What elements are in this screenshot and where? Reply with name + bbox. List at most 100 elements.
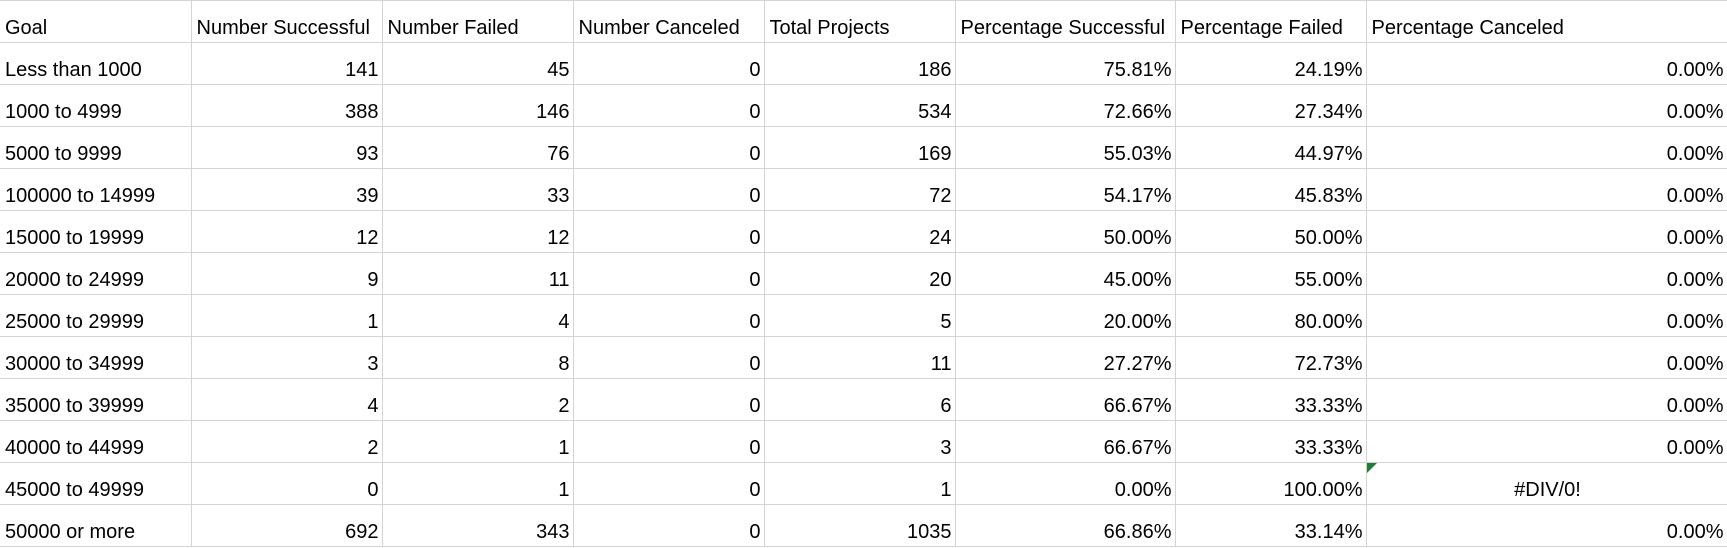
cell-number-canceled[interactable]: 0 [573, 504, 765, 547]
cell-percentage-failed[interactable]: 27.34% [1175, 84, 1367, 127]
cell-percentage-successful[interactable]: 55.03% [955, 126, 1176, 169]
cell-number-failed[interactable]: 12 [382, 210, 574, 253]
cell-number-successful[interactable]: 4 [191, 378, 383, 421]
cell-percentage-successful[interactable]: 54.17% [955, 168, 1176, 211]
cell-number-successful[interactable]: 12 [191, 210, 383, 253]
error-indicator-icon[interactable] [1366, 463, 1377, 473]
header-cell-percentage-failed[interactable]: Percentage Failed [1175, 0, 1367, 43]
cell-percentage-failed[interactable]: 80.00% [1175, 294, 1367, 337]
cell-percentage-successful[interactable]: 50.00% [955, 210, 1176, 253]
cell-total-projects[interactable]: 6 [764, 378, 956, 421]
cell-number-failed[interactable]: 1 [382, 420, 574, 463]
cell-goal[interactable]: 35000 to 39999 [0, 378, 192, 421]
cell-percentage-failed[interactable]: 100.00% [1175, 462, 1367, 505]
cell-percentage-successful[interactable]: 75.81% [955, 42, 1176, 85]
cell-number-successful[interactable]: 1 [191, 294, 383, 337]
header-cell-goal[interactable]: Goal [0, 0, 192, 43]
cell-number-canceled[interactable]: 0 [573, 294, 765, 337]
cell-number-successful[interactable]: 2 [191, 420, 383, 463]
cell-goal[interactable]: 50000 or more [0, 504, 192, 547]
cell-total-projects[interactable]: 3 [764, 420, 956, 463]
cell-total-projects[interactable]: 1035 [764, 504, 956, 547]
cell-percentage-failed[interactable]: 33.14% [1175, 504, 1367, 547]
cell-total-projects[interactable]: 11 [764, 336, 956, 379]
cell-total-projects[interactable]: 534 [764, 84, 956, 127]
cell-percentage-canceled[interactable]: 0.00% [1366, 126, 1727, 169]
cell-number-successful[interactable]: 0 [191, 462, 383, 505]
cell-percentage-canceled[interactable]: 0.00% [1366, 504, 1727, 547]
cell-goal[interactable]: 100000 to 14999 [0, 168, 192, 211]
cell-percentage-canceled[interactable]: #DIV/0! [1366, 462, 1727, 505]
cell-percentage-failed[interactable]: 45.83% [1175, 168, 1367, 211]
cell-number-failed[interactable]: 11 [382, 252, 574, 295]
cell-total-projects[interactable]: 20 [764, 252, 956, 295]
cell-total-projects[interactable]: 5 [764, 294, 956, 337]
cell-number-failed[interactable]: 45 [382, 42, 574, 85]
cell-goal[interactable]: 1000 to 4999 [0, 84, 192, 127]
cell-number-successful[interactable]: 93 [191, 126, 383, 169]
cell-total-projects[interactable]: 169 [764, 126, 956, 169]
cell-goal[interactable]: 45000 to 49999 [0, 462, 192, 505]
cell-number-canceled[interactable]: 0 [573, 84, 765, 127]
cell-goal[interactable]: 5000 to 9999 [0, 126, 192, 169]
cell-number-canceled[interactable]: 0 [573, 210, 765, 253]
cell-number-failed[interactable]: 76 [382, 126, 574, 169]
cell-percentage-failed[interactable]: 72.73% [1175, 336, 1367, 379]
cell-number-canceled[interactable]: 0 [573, 378, 765, 421]
cell-percentage-canceled[interactable]: 0.00% [1366, 210, 1727, 253]
cell-percentage-successful[interactable]: 66.67% [955, 420, 1176, 463]
cell-percentage-canceled[interactable]: 0.00% [1366, 84, 1727, 127]
header-cell-percentage-canceled[interactable]: Percentage Canceled [1366, 0, 1727, 43]
cell-number-successful[interactable]: 692 [191, 504, 383, 547]
cell-number-canceled[interactable]: 0 [573, 252, 765, 295]
cell-percentage-canceled[interactable]: 0.00% [1366, 378, 1727, 421]
cell-goal[interactable]: Less than 1000 [0, 42, 192, 85]
cell-percentage-failed[interactable]: 33.33% [1175, 420, 1367, 463]
cell-number-failed[interactable]: 2 [382, 378, 574, 421]
cell-percentage-canceled[interactable]: 0.00% [1366, 252, 1727, 295]
header-cell-percentage-successful[interactable]: Percentage Successful [955, 0, 1176, 43]
cell-number-failed[interactable]: 8 [382, 336, 574, 379]
cell-percentage-failed[interactable]: 33.33% [1175, 378, 1367, 421]
cell-number-canceled[interactable]: 0 [573, 420, 765, 463]
cell-number-canceled[interactable]: 0 [573, 126, 765, 169]
cell-total-projects[interactable]: 24 [764, 210, 956, 253]
cell-goal[interactable]: 20000 to 24999 [0, 252, 192, 295]
cell-goal[interactable]: 40000 to 44999 [0, 420, 192, 463]
cell-number-failed[interactable]: 343 [382, 504, 574, 547]
cell-percentage-successful[interactable]: 27.27% [955, 336, 1176, 379]
cell-percentage-successful[interactable]: 72.66% [955, 84, 1176, 127]
cell-number-canceled[interactable]: 0 [573, 168, 765, 211]
cell-number-canceled[interactable]: 0 [573, 336, 765, 379]
cell-number-canceled[interactable]: 0 [573, 462, 765, 505]
cell-percentage-successful[interactable]: 45.00% [955, 252, 1176, 295]
cell-number-successful[interactable]: 9 [191, 252, 383, 295]
cell-percentage-failed[interactable]: 50.00% [1175, 210, 1367, 253]
cell-number-failed[interactable]: 146 [382, 84, 574, 127]
cell-number-successful[interactable]: 141 [191, 42, 383, 85]
cell-percentage-canceled[interactable]: 0.00% [1366, 42, 1727, 85]
header-cell-number-failed[interactable]: Number Failed [382, 0, 574, 43]
cell-percentage-failed[interactable]: 24.19% [1175, 42, 1367, 85]
header-cell-number-successful[interactable]: Number Successful [191, 0, 383, 43]
cell-goal[interactable]: 30000 to 34999 [0, 336, 192, 379]
cell-percentage-canceled[interactable]: 0.00% [1366, 336, 1727, 379]
cell-percentage-canceled[interactable]: 0.00% [1366, 294, 1727, 337]
cell-number-successful[interactable]: 39 [191, 168, 383, 211]
cell-total-projects[interactable]: 1 [764, 462, 956, 505]
cell-percentage-successful[interactable]: 66.67% [955, 378, 1176, 421]
cell-goal[interactable]: 15000 to 19999 [0, 210, 192, 253]
cell-total-projects[interactable]: 72 [764, 168, 956, 211]
cell-number-failed[interactable]: 4 [382, 294, 574, 337]
cell-number-successful[interactable]: 388 [191, 84, 383, 127]
cell-percentage-failed[interactable]: 44.97% [1175, 126, 1367, 169]
cell-number-failed[interactable]: 33 [382, 168, 574, 211]
cell-number-failed[interactable]: 1 [382, 462, 574, 505]
cell-number-canceled[interactable]: 0 [573, 42, 765, 85]
cell-percentage-failed[interactable]: 55.00% [1175, 252, 1367, 295]
cell-total-projects[interactable]: 186 [764, 42, 956, 85]
cell-percentage-successful[interactable]: 20.00% [955, 294, 1176, 337]
cell-goal[interactable]: 25000 to 29999 [0, 294, 192, 337]
cell-percentage-canceled[interactable]: 0.00% [1366, 168, 1727, 211]
cell-percentage-successful[interactable]: 66.86% [955, 504, 1176, 547]
